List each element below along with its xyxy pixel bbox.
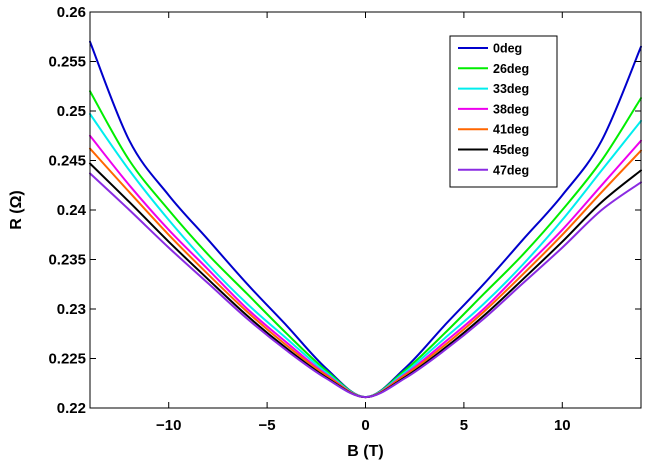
x-tick-label: −10 <box>156 417 181 434</box>
ticks-layer: −10 −5 0 5 10 0.22 0.225 0.23 0.235 0.24 0.245 0.25… <box>48 4 641 434</box>
x-tick-label: 5 <box>460 417 468 434</box>
y-tick-label: 0.235 <box>48 252 86 269</box>
legend-label: 38deg <box>493 102 529 116</box>
series-layer <box>89 40 642 399</box>
legend-label: 45deg <box>493 143 529 157</box>
series-line-6 <box>89 172 642 399</box>
plot-background <box>90 12 641 408</box>
y-tick-label: 0.23 <box>57 301 86 318</box>
legend-label: 41deg <box>493 123 529 137</box>
legend-label: 33deg <box>493 82 529 96</box>
legend-label: 0deg <box>493 42 522 56</box>
y-tick-label: 0.245 <box>48 153 86 170</box>
legend-box <box>449 35 558 188</box>
x-axis-label: B (T) <box>347 443 383 460</box>
legend-label: 26deg <box>493 62 529 76</box>
y-tick-label: 0.255 <box>48 54 86 71</box>
y-tick-label: 0.26 <box>57 4 86 21</box>
y-tick-label: 0.25 <box>57 103 86 120</box>
x-tick-label: 0 <box>361 417 369 434</box>
y-tick-label: 0.225 <box>48 351 86 368</box>
y-tick-label: 0.24 <box>57 202 87 219</box>
legend-label: 47deg <box>493 163 529 177</box>
x-tick-label: 10 <box>554 417 571 434</box>
y-axis-label: R (Ω) <box>8 190 25 229</box>
y-tick-label: 0.22 <box>57 400 86 417</box>
x-tick-label: −5 <box>259 417 276 434</box>
legend: 0deg 26deg 33deg 38deg 41deg 45deg 47deg <box>449 35 558 188</box>
